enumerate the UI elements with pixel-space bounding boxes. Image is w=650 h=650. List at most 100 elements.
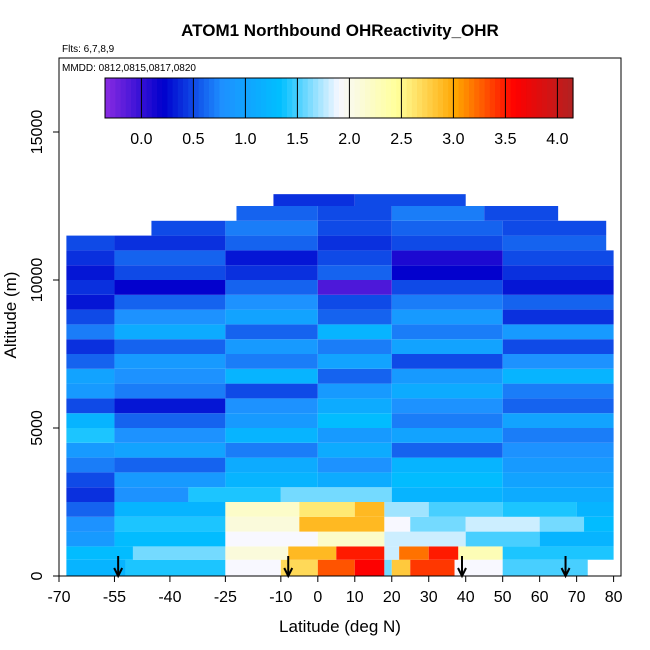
heatmap-cell — [502, 442, 614, 458]
heatmap-cell — [225, 250, 318, 266]
colorbar-swatch — [250, 78, 257, 118]
colorbar-swatch — [432, 78, 439, 118]
colorbar-swatch — [469, 78, 475, 118]
heatmap-cell — [66, 502, 115, 517]
heatmap-cell — [114, 339, 226, 354]
heatmap-cell — [317, 206, 392, 221]
colorbar-swatch — [370, 78, 376, 118]
colorbar-swatch — [401, 78, 408, 118]
heatmap-cell — [317, 531, 385, 547]
heatmap-cell — [391, 206, 485, 221]
colorbar-swatch — [495, 78, 501, 118]
colorbar-swatch — [292, 78, 298, 118]
colorbar-swatch — [349, 78, 356, 118]
heatmap-cell — [288, 546, 337, 560]
colorbar-swatch — [396, 78, 402, 118]
heatmap-cell — [225, 413, 318, 428]
heatmap-cell — [391, 457, 503, 473]
heatmap-cell — [225, 280, 318, 295]
heatmap-cell — [484, 206, 559, 221]
heatmap-cell — [391, 250, 503, 266]
heatmap-cell — [391, 280, 503, 295]
heatmap-cell — [114, 531, 226, 547]
heatmap-cell — [384, 516, 411, 532]
colorbar-tick-label: 0.0 — [130, 131, 152, 148]
colorbar-swatch — [531, 78, 538, 118]
colorbar-swatch — [276, 78, 283, 118]
heatmap-cell — [114, 472, 226, 488]
colorbar-swatch — [271, 78, 278, 118]
heatmap-cell — [225, 516, 300, 532]
colorbar-swatch — [375, 78, 382, 118]
colorbar-swatch — [157, 78, 163, 118]
colorbar-swatch — [125, 78, 132, 118]
x-tick-label: 30 — [420, 589, 438, 606]
heatmap-cell — [225, 472, 318, 488]
heatmap-cell — [66, 487, 115, 502]
colorbar-swatch — [333, 78, 340, 118]
heatmap-cell — [114, 368, 226, 384]
heatmap-cell — [502, 383, 614, 399]
colorbar-swatch — [474, 78, 480, 118]
heatmap-cell — [391, 339, 503, 354]
heatmap-cell — [225, 457, 318, 473]
colorbar-swatch — [448, 78, 454, 118]
heatmap-cell — [225, 368, 318, 384]
heatmap-cell — [114, 442, 226, 458]
heatmap-cell — [66, 472, 115, 488]
colorbar-swatch — [131, 78, 137, 118]
colorbar-swatch — [417, 78, 423, 118]
colorbar-swatch — [323, 78, 330, 118]
heatmap-cell — [391, 398, 503, 414]
heatmap-cell — [317, 309, 392, 325]
heatmap-cell — [391, 294, 503, 310]
heatmap-cell — [188, 487, 281, 502]
heatmap-cell — [225, 220, 318, 236]
y-axis: 0 5000 10000 15000 — [29, 110, 59, 580]
heatmap-cell — [317, 559, 355, 576]
heatmap-cell — [225, 354, 318, 369]
heatmap-cell — [391, 354, 503, 369]
heatmap-cell — [66, 398, 115, 414]
colorbar-swatch — [177, 78, 184, 118]
heatmap-cell — [114, 516, 226, 532]
colorbar-swatch — [489, 78, 496, 118]
colorbar-swatch — [385, 78, 392, 118]
heatmap-cell — [66, 442, 115, 458]
heatmap-cell — [317, 265, 392, 280]
colorbar-swatch — [391, 78, 397, 118]
heatmap-cell — [125, 559, 226, 576]
heatmap-cell — [299, 516, 385, 532]
colorbar-frame — [104, 77, 574, 119]
heatmap-cell — [225, 428, 318, 443]
colorbar-swatch — [188, 78, 194, 118]
y-axis-label: Altitude (m) — [1, 272, 20, 359]
heatmap-cell — [114, 383, 226, 399]
heatmap-cell — [299, 502, 355, 517]
colorbar-swatch — [136, 78, 142, 118]
x-tick-label: 0 — [313, 589, 322, 606]
heatmap-cell — [225, 398, 318, 414]
colorbar-swatch — [505, 78, 512, 118]
x-tick-label: 20 — [383, 589, 401, 606]
heatmap-cell — [384, 502, 429, 517]
heatmap-cell — [465, 516, 540, 532]
heatmap-cell — [502, 294, 614, 310]
heatmap-cell — [132, 546, 226, 560]
heatmap-cell — [384, 531, 466, 547]
colorbar-swatch — [167, 78, 174, 118]
heatmap-cell — [317, 235, 392, 251]
heatmap-cell — [391, 220, 503, 236]
x-tick-label: -10 — [269, 589, 292, 606]
heatmap-cell — [502, 354, 614, 369]
heatmap-cell — [391, 383, 503, 399]
heatmap-cell — [66, 250, 115, 266]
heatmap-cell — [66, 368, 115, 384]
colorbar-swatch — [463, 78, 470, 118]
chart-title: ATOM1 Northbound OHReactivity_OHR — [181, 21, 499, 40]
heatmap-cell — [502, 235, 607, 251]
colorbar-swatch — [443, 78, 449, 118]
colorbar-swatch — [521, 78, 527, 118]
heatmap-cell — [114, 413, 226, 428]
